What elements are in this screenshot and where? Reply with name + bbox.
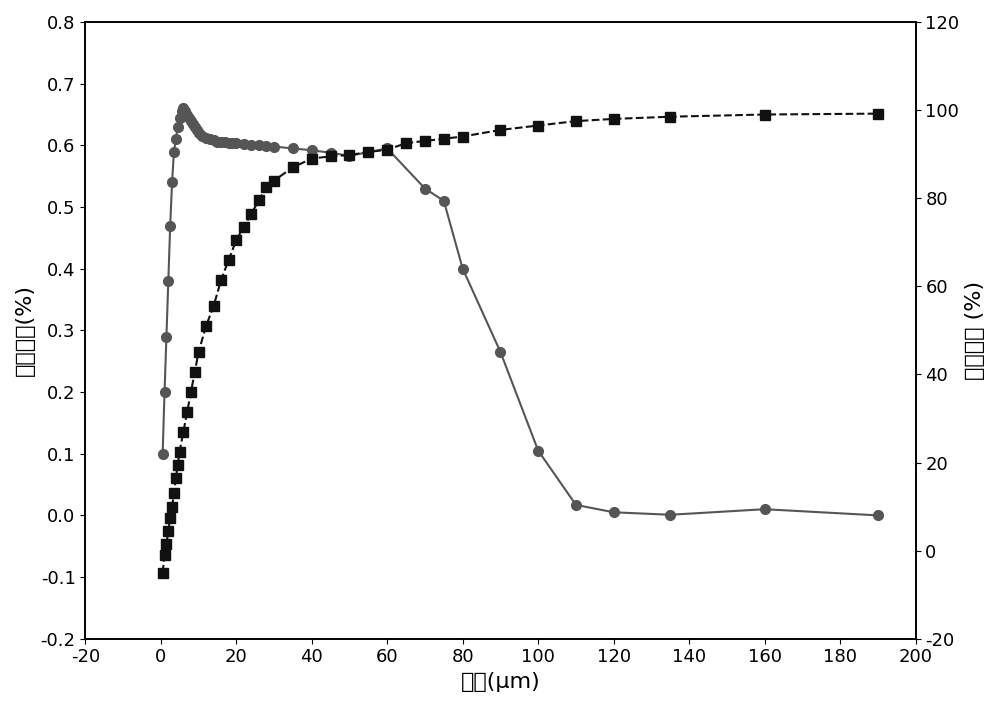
Y-axis label: 累积分布 (%): 累积分布 (%) bbox=[965, 281, 985, 380]
Y-axis label: 分布密度(%): 分布密度(%) bbox=[15, 284, 35, 376]
X-axis label: 粒径(μm): 粒径(μm) bbox=[461, 672, 540, 692]
